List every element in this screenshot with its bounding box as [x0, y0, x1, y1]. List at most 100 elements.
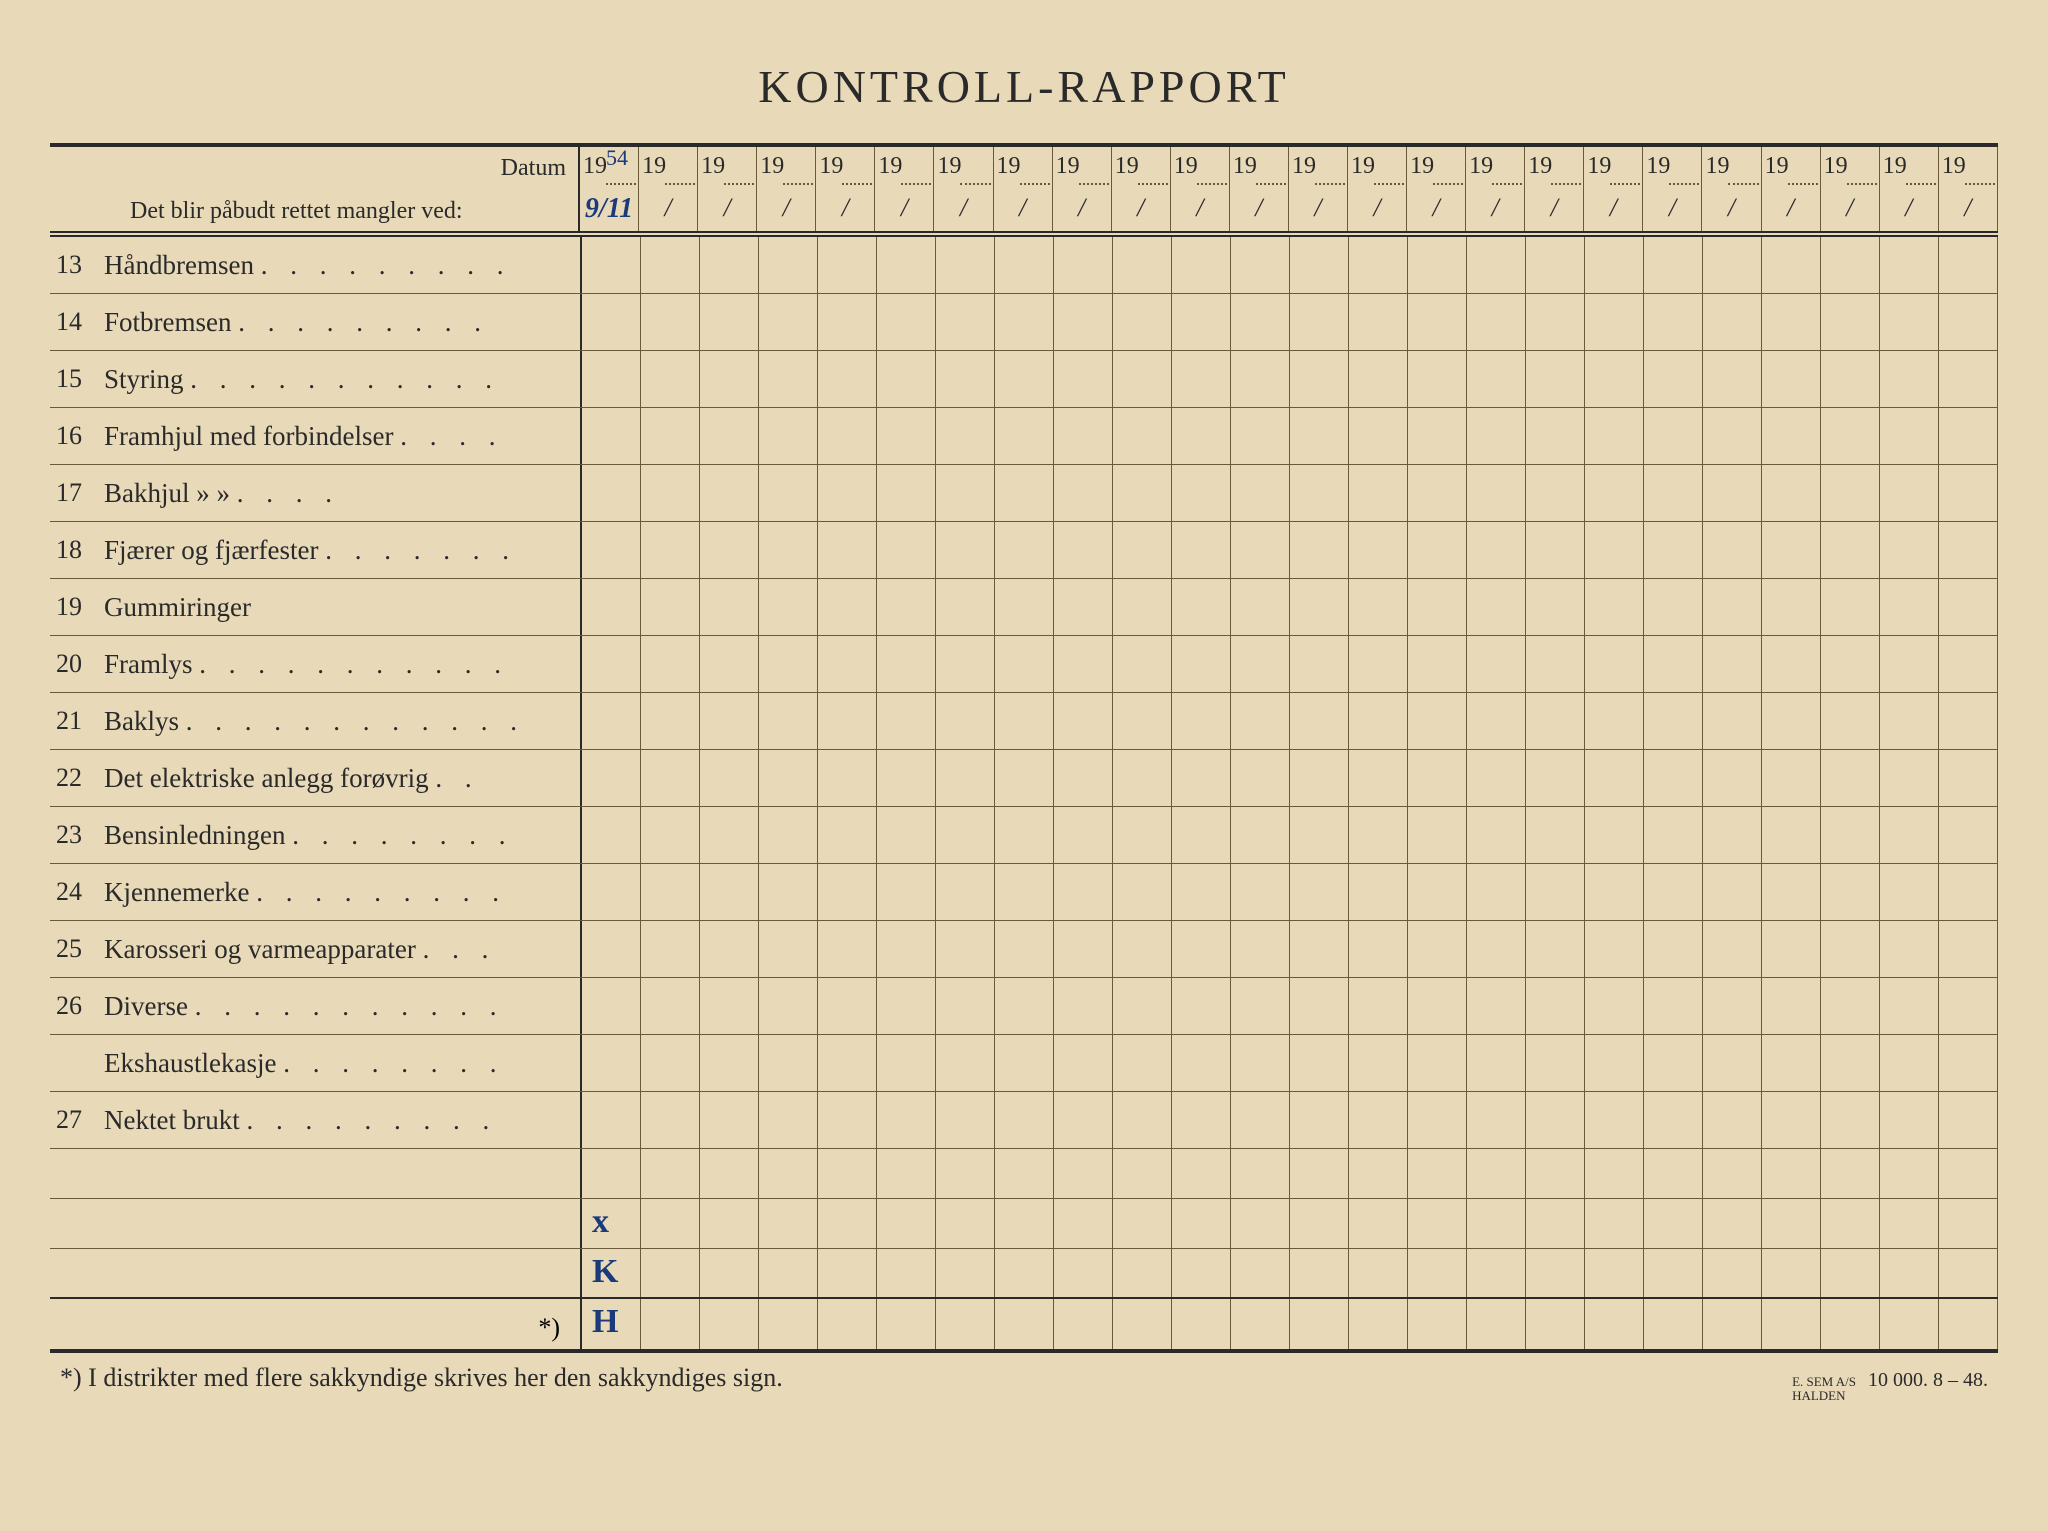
grid-cell — [1821, 1149, 1880, 1198]
grid-cell — [641, 921, 700, 977]
grid-cell — [1880, 693, 1939, 749]
item-label: Ekshaustlekasje . . . . . . . . — [104, 1048, 580, 1079]
grid-cell — [1349, 864, 1408, 920]
grid-cell — [818, 579, 877, 635]
grid-cell — [1349, 408, 1408, 464]
grid-cell — [1408, 294, 1467, 350]
grid-cell — [1467, 465, 1526, 521]
grid-cell — [1526, 465, 1585, 521]
grid-cell — [877, 1199, 936, 1248]
grid-cell — [759, 351, 818, 407]
grid-cell — [818, 408, 877, 464]
year-cell: 19 — [875, 147, 933, 189]
grid-cell — [1113, 1299, 1172, 1349]
grid-cell — [1585, 750, 1644, 806]
item-row: 19Gummiringer — [50, 579, 580, 636]
grid-cell — [580, 693, 641, 749]
grid-cell — [1821, 693, 1880, 749]
grid-cell — [1526, 408, 1585, 464]
date-column: 19/ — [757, 147, 816, 231]
grid-cell — [1054, 693, 1113, 749]
grid-cell — [1644, 807, 1703, 863]
grid-cell — [1290, 1035, 1349, 1091]
grid-cell — [1231, 807, 1290, 863]
grid-cell — [1526, 294, 1585, 350]
grid-row — [580, 636, 1998, 693]
grid-cell — [818, 864, 877, 920]
grid-cell — [1231, 864, 1290, 920]
grid-cell — [1172, 1092, 1231, 1148]
grid-cell — [936, 522, 995, 578]
grid-cell — [877, 522, 936, 578]
grid-cell — [1113, 465, 1172, 521]
grid-cell — [818, 978, 877, 1034]
page-title: KONTROLL-RAPPORT — [50, 60, 1998, 113]
grid-cell: H — [580, 1299, 641, 1349]
grid-cell — [995, 693, 1054, 749]
year-cell: 19 — [639, 147, 697, 189]
grid-cell — [995, 1149, 1054, 1198]
grid-cell — [877, 237, 936, 293]
grid-cell — [1231, 1299, 1290, 1349]
grid-cell — [1408, 237, 1467, 293]
grid-cell — [1113, 351, 1172, 407]
grid-cell — [1880, 978, 1939, 1034]
grid-cell — [1408, 579, 1467, 635]
grid-cell — [1054, 1092, 1113, 1148]
grid-cell — [759, 807, 818, 863]
date-column: 19/ — [639, 147, 698, 231]
grid-cell — [1467, 1035, 1526, 1091]
grid-cell — [1762, 465, 1821, 521]
grid-cell — [1585, 807, 1644, 863]
grid-row: x — [580, 1199, 1998, 1249]
grid-cell — [1231, 351, 1290, 407]
grid-cell — [1349, 978, 1408, 1034]
grid-cell — [641, 351, 700, 407]
grid-cell — [1821, 750, 1880, 806]
grid-cell — [877, 978, 936, 1034]
grid-cell — [700, 636, 759, 692]
grid-cell — [1644, 1199, 1703, 1248]
grid-cell — [1880, 579, 1939, 635]
grid-cell — [1349, 1149, 1408, 1198]
grid-cell — [936, 1249, 995, 1297]
grid-cell — [877, 1092, 936, 1148]
grid-cell — [641, 693, 700, 749]
grid-cell — [877, 750, 936, 806]
grid-cell — [1054, 807, 1113, 863]
grid-cell — [1703, 807, 1762, 863]
grid-cell — [1939, 351, 1998, 407]
grid-cell — [1113, 978, 1172, 1034]
slash-cell: / — [816, 189, 874, 231]
grid-cell — [1526, 1299, 1585, 1349]
grid-cell — [1880, 921, 1939, 977]
item-number: 21 — [56, 706, 104, 736]
grid-cell — [759, 636, 818, 692]
grid-cell — [995, 1199, 1054, 1248]
date-column: 19/ — [1053, 147, 1112, 231]
grid-cell — [1113, 1149, 1172, 1198]
item-label: Det elektriske anlegg forøvrig . . — [104, 763, 580, 794]
grid-cell — [1054, 1035, 1113, 1091]
grid-cell — [995, 408, 1054, 464]
grid-cell — [1408, 408, 1467, 464]
grid-cell — [1054, 579, 1113, 635]
grid-cell — [1526, 351, 1585, 407]
grid-cell — [1585, 294, 1644, 350]
header-section: Datum Det blir påbudt rettet mangler ved… — [50, 147, 1998, 231]
grid-cell — [1408, 1199, 1467, 1248]
grid-cell — [1762, 579, 1821, 635]
grid-cell — [1762, 294, 1821, 350]
grid-cell — [700, 237, 759, 293]
grid-cell — [1290, 978, 1349, 1034]
grid-cell — [641, 1199, 700, 1248]
grid-cell — [1172, 807, 1231, 863]
item-row: 26Diverse . . . . . . . . . . . — [50, 978, 580, 1035]
grid-cell — [1526, 750, 1585, 806]
item-row: 21Baklys . . . . . . . . . . . . — [50, 693, 580, 750]
bottom-grid: xKH — [580, 1149, 1998, 1349]
grid-cell — [1231, 921, 1290, 977]
grid-cell — [1231, 579, 1290, 635]
grid-cell — [1408, 1092, 1467, 1148]
year-cell: 19 — [1643, 147, 1701, 189]
